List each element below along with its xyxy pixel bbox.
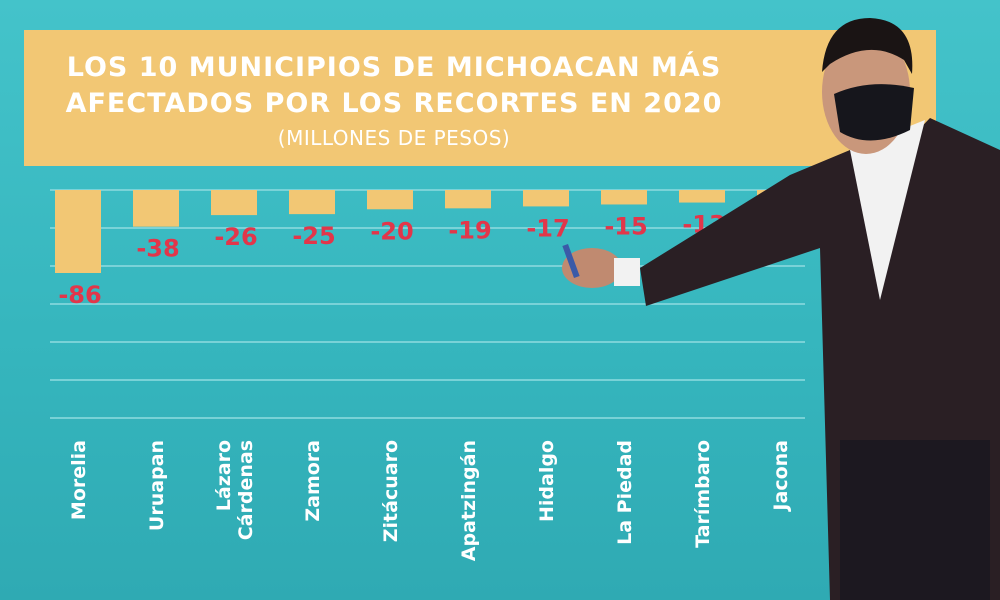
category-label-text: Cárdenas (235, 440, 257, 540)
bar-1 (133, 190, 179, 227)
bar-6 (523, 190, 569, 207)
category-label-text: Morelia (68, 440, 90, 520)
bar-2 (211, 190, 257, 216)
category-label-text: Zitácuaro (380, 440, 402, 542)
category-label-6: Hidalgo (536, 440, 558, 522)
bar-5 (445, 190, 491, 209)
value-label-7: -15 (604, 212, 647, 240)
value-label-3: -25 (292, 222, 335, 250)
category-label-9: Jacona (770, 440, 792, 513)
value-label-0: -86 (58, 281, 101, 309)
category-label-text: Zamora (302, 440, 324, 522)
bar-0 (55, 190, 101, 273)
chart-subtitle: (MILLONES DE PESOS) (277, 126, 511, 150)
value-label-6: -17 (526, 214, 569, 242)
value-label-4: -20 (370, 217, 413, 245)
category-label-8: Tarímbaro (692, 440, 714, 548)
category-label-0: Morelia (68, 440, 90, 520)
chart-title-line-1: LOS 10 MUNICIPIOS DE MICHOACAN MÁS (66, 52, 722, 83)
bar-3 (289, 190, 335, 215)
category-label-text: Apatzingán (458, 440, 480, 561)
category-label-text: Jacona (770, 440, 792, 513)
bar-8 (679, 190, 725, 203)
category-label-5: Apatzingán (458, 440, 480, 561)
category-label-7: La Piedad (614, 440, 636, 545)
bar-9 (757, 190, 803, 202)
title-banner: LOS 10 MUNICIPIOS DE MICHOACAN MÁS AFECT… (24, 30, 936, 166)
category-label-text: La Piedad (614, 440, 636, 545)
category-label-1: Uruapan (146, 440, 168, 531)
value-label-8: -13 (682, 211, 725, 239)
category-label-text: Tarímbaro (692, 440, 714, 548)
bar-4 (367, 190, 413, 210)
category-label-3: Zamora (302, 440, 324, 522)
category-label-text: Uruapan (146, 440, 168, 531)
value-label-1: -38 (136, 235, 179, 263)
value-label-5: -19 (448, 216, 491, 244)
value-label-2: -26 (214, 223, 257, 251)
category-label-2: Lázaro Cárdenas (213, 440, 257, 540)
bar-7 (601, 190, 647, 205)
chart-title-line-2: AFECTADOS POR LOS RECORTES EN 2020 (65, 88, 723, 119)
category-label-text: Hidalgo (536, 440, 558, 522)
category-label-4: Zitácuaro (380, 440, 402, 542)
category-label-text: Lázaro (213, 440, 235, 511)
